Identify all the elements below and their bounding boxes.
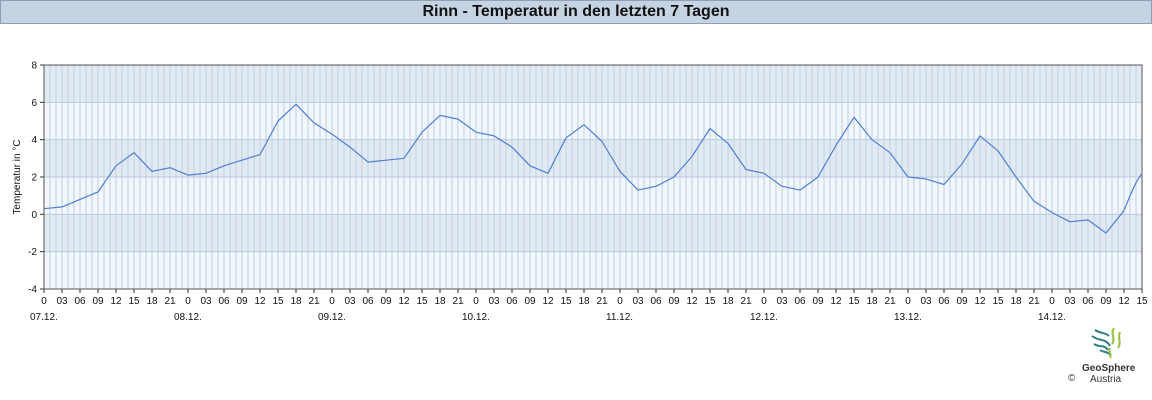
x-tick-label: 15 (704, 296, 716, 307)
y-tick-label: 6 (31, 98, 37, 109)
temperature-chart: -4 -2 0 2 4 6 8 Temperatur in °C 0 03 06 09 12 15 18 21… (12, 61, 1148, 324)
x-tick-label: 12 (254, 296, 266, 307)
y-axis-label: Temperatur in °C (12, 139, 23, 214)
x-tick-label: 06 (506, 296, 518, 307)
x-tick-label: 12 (542, 296, 554, 307)
x-tick-label: 03 (200, 296, 212, 307)
geosphere-logo-icon (1091, 327, 1122, 359)
x-tick-label: 09 (668, 296, 680, 307)
plot-band (44, 251, 1142, 289)
x-tick-label: 0 (617, 296, 623, 307)
x-tick-label: 12 (398, 296, 410, 307)
plot-band (44, 102, 1142, 140)
x-tick-label: 03 (344, 296, 356, 307)
y-tick-label: 8 (31, 61, 37, 72)
x-tick-label: 18 (146, 296, 158, 307)
x-tick-label: 12 (110, 296, 122, 307)
x-tick-label: 15 (128, 296, 140, 307)
x-tick-label: 09 (92, 296, 104, 307)
x-tick-label: 03 (632, 296, 644, 307)
x-tick-label: 03 (1064, 296, 1076, 307)
x-tick-label: 18 (290, 296, 302, 307)
y-tick-label: -4 (28, 285, 37, 296)
x-tick-label: 06 (938, 296, 950, 307)
x-tick-label: 0 (905, 296, 911, 307)
x-tick-label: 0 (41, 296, 47, 307)
x-tick-label: 09 (1100, 296, 1112, 307)
copyright-symbol: © (1068, 373, 1076, 384)
x-tick-label: 21 (452, 296, 464, 307)
x-tick-label: 06 (650, 296, 662, 307)
x-tick-label: 0 (1049, 296, 1055, 307)
x-tick-label: 18 (578, 296, 590, 307)
y-tick-label: -2 (28, 247, 37, 258)
x-tick-label: 15 (272, 296, 284, 307)
x-day-label: 12.12. (750, 312, 778, 323)
x-tick-label: 12 (974, 296, 986, 307)
x-day-label: 08.12. (174, 312, 202, 323)
y-tick-label: 2 (31, 173, 37, 184)
plot-band (44, 177, 1142, 215)
x-tick-label: 06 (794, 296, 806, 307)
x-tick-label: 18 (1010, 296, 1022, 307)
x-tick-label: 15 (992, 296, 1004, 307)
x-tick-label: 15 (560, 296, 572, 307)
x-tick-label: 0 (473, 296, 479, 307)
x-tick-label: 18 (434, 296, 446, 307)
x-tick-label: 21 (1028, 296, 1040, 307)
x-tick-label: 21 (308, 296, 320, 307)
logo-name: GeoSphere (1082, 363, 1136, 374)
logo-subtitle: Austria (1090, 374, 1122, 385)
x-tick-label: 15 (416, 296, 428, 307)
x-tick-label: 03 (488, 296, 500, 307)
x-tick-label: 09 (380, 296, 392, 307)
x-tick-label: 03 (776, 296, 788, 307)
x-tick-label: 12 (686, 296, 698, 307)
x-tick-label: 21 (740, 296, 752, 307)
x-day-label: 14.12. (1038, 312, 1066, 323)
y-tick-label: 0 (31, 210, 37, 221)
x-tick-label: 03 (920, 296, 932, 307)
x-tick-label: 12 (1118, 296, 1130, 307)
plot-band (44, 65, 1142, 103)
chart-title-bar: Rinn - Temperatur in den letzten 7 Tagen (0, 0, 1152, 24)
chart-title: Rinn - Temperatur in den letzten 7 Tagen (422, 3, 730, 20)
x-tick-label: 21 (164, 296, 176, 307)
y-tick-label: 4 (31, 135, 37, 146)
x-day-label: 13.12. (894, 312, 922, 323)
x-tick-label: 03 (56, 296, 68, 307)
x-tick-label: 09 (524, 296, 536, 307)
x-day-label: 10.12. (462, 312, 490, 323)
x-tick-label: 06 (1082, 296, 1094, 307)
x-tick-label: 09 (236, 296, 248, 307)
x-day-label: 11.12. (606, 312, 633, 323)
x-tick-label: 09 (956, 296, 968, 307)
x-tick-label: 0 (761, 296, 767, 307)
x-day-label: 09.12. (318, 312, 346, 323)
plot-band (44, 214, 1142, 252)
x-tick-label: 0 (185, 296, 191, 307)
x-tick-label: 09 (812, 296, 824, 307)
x-tick-label: 06 (74, 296, 86, 307)
plot-band (44, 139, 1142, 177)
x-tick-label: 06 (218, 296, 230, 307)
x-tick-label: 21 (884, 296, 896, 307)
x-tick-label: 18 (866, 296, 878, 307)
x-tick-label: 06 (362, 296, 374, 307)
x-tick-label: 18 (722, 296, 734, 307)
x-day-label: 07.12. (30, 312, 58, 323)
x-tick-label: 15 (1136, 296, 1148, 307)
x-tick-label: 12 (830, 296, 842, 307)
x-tick-label: 21 (596, 296, 608, 307)
temperature-series-line (43, 103, 1143, 234)
x-tick-label: 0 (329, 296, 335, 307)
x-tick-label: 15 (848, 296, 860, 307)
